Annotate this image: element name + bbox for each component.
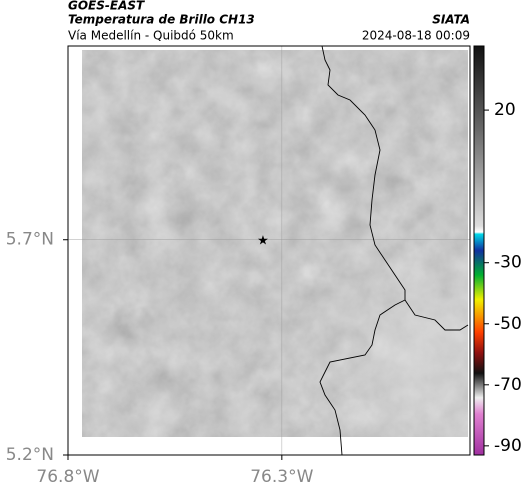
colorbar-tick-label: -30 [494,253,522,273]
subtitle: Temperatura de Brillo CH13 [68,13,255,27]
timestamp: 2024-08-18 00:09 [362,29,470,43]
x-tick-label: 76.8°W [36,467,99,487]
boundary [319,45,469,456]
colorbar-tick-label: -50 [494,314,522,334]
y-tick-label: 5.2°N [6,445,54,465]
x-tick-label: 76.3°W [250,467,313,487]
brightness-highlight [82,50,468,437]
region: Vía Medellín - Quibdó 50km [68,29,234,43]
colorbar-tick-label: -70 [494,375,522,395]
title: GOES-EAST [68,0,145,13]
y-tick-label: 5.7°N [6,230,54,250]
location-marker: ★ [257,234,269,249]
source: SIATA [432,13,470,27]
colorbar-tick-label: 20 [494,100,516,120]
colorbar-tick-label: -90 [494,436,522,456]
map-frame [67,45,471,456]
colorbar [473,45,485,456]
